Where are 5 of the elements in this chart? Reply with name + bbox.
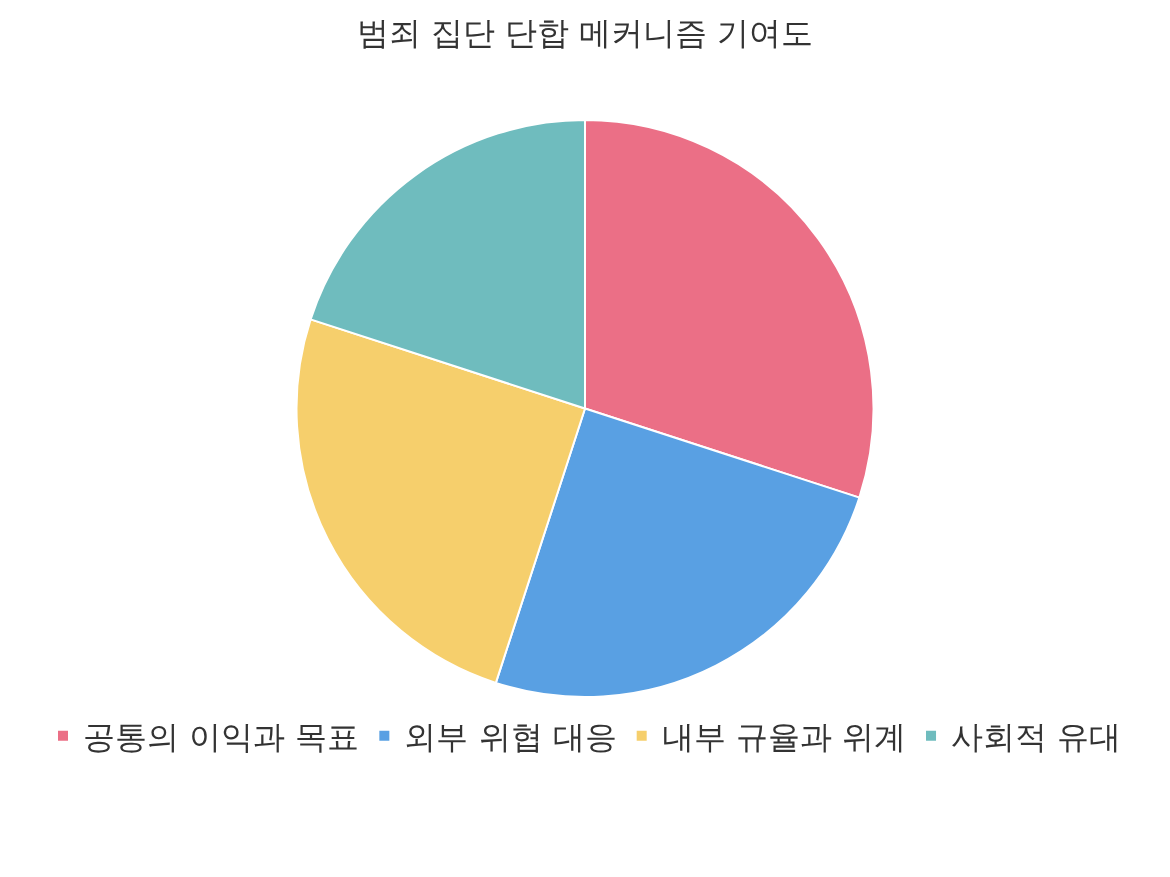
chart-title: 범죄 집단 단합 메커니즘 기여도 [356,14,814,53]
legend-label: 외부 위협 대응 [404,718,617,757]
legend-label: 사회적 유대 [951,718,1122,757]
legend-label: 공통의 이익과 목표 [83,718,360,757]
legend-label: 내부 규율과 위계 [661,718,907,757]
